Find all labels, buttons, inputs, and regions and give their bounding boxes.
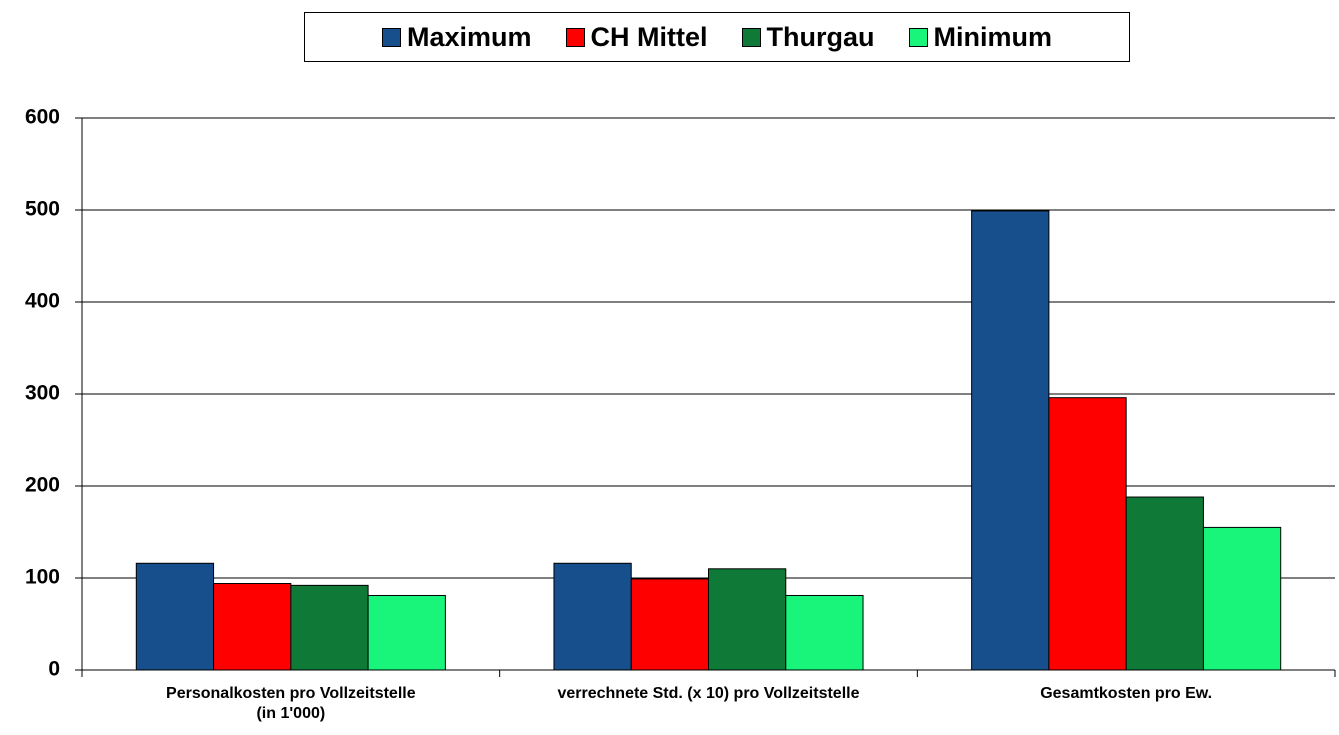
x-tick-label: Gesamtkosten pro Ew. bbox=[1040, 685, 1213, 702]
bar bbox=[367, 594, 446, 671]
y-tick-label: 300 bbox=[25, 382, 60, 405]
bar bbox=[1202, 526, 1282, 671]
legend-label: Thurgau bbox=[766, 21, 875, 52]
y-tick-label: 500 bbox=[25, 198, 60, 221]
bar bbox=[785, 594, 864, 671]
legend-swatch bbox=[908, 27, 928, 47]
bar bbox=[135, 562, 215, 671]
bar bbox=[1125, 496, 1204, 671]
bar bbox=[1048, 397, 1127, 671]
y-tick-label: 0 bbox=[48, 658, 60, 681]
legend-swatch bbox=[381, 27, 401, 47]
legend-label: Minimum bbox=[933, 21, 1053, 52]
bar bbox=[290, 584, 369, 671]
legend-label: CH Mittel bbox=[590, 21, 708, 52]
legend-item: Thurgau bbox=[741, 21, 875, 53]
bar bbox=[971, 210, 1050, 671]
x-tick-label: Personalkosten pro Vollzeitstelle (in 1'… bbox=[166, 685, 416, 722]
y-tick-label: 400 bbox=[25, 290, 60, 313]
legend-label: Maximum bbox=[406, 21, 532, 52]
y-tick-label: 100 bbox=[25, 566, 60, 589]
legend-item: Minimum bbox=[908, 21, 1053, 53]
legend-item: Maximum bbox=[381, 21, 532, 53]
bar bbox=[708, 568, 787, 671]
legend-item: CH Mittel bbox=[565, 21, 708, 53]
y-tick-label: 600 bbox=[25, 106, 60, 129]
y-tick-label: 200 bbox=[25, 474, 60, 497]
x-tick-label: verrechnete Std. (x 10) pro Vollzeitstel… bbox=[557, 685, 860, 702]
legend-swatch bbox=[565, 27, 585, 47]
bar bbox=[553, 562, 632, 671]
bar bbox=[630, 578, 710, 671]
legend: Maximum CH Mittel Thurgau Minimum bbox=[304, 12, 1130, 62]
legend-swatch bbox=[741, 27, 761, 47]
bar bbox=[213, 583, 292, 671]
